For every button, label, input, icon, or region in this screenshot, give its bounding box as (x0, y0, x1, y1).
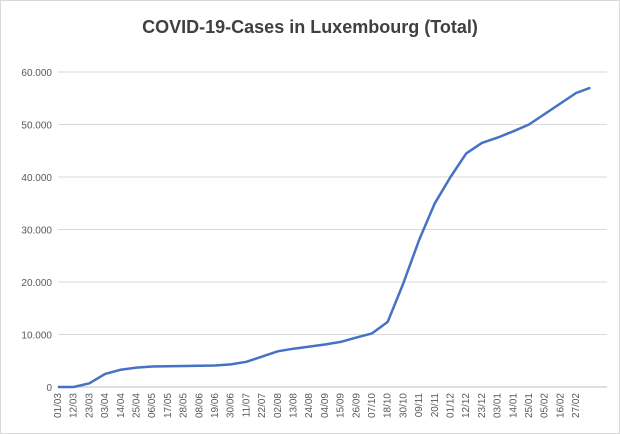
series-line (58, 86, 591, 389)
data-point (418, 239, 420, 241)
data-point (371, 332, 373, 334)
x-tick-label: 02/08 (273, 393, 284, 418)
data-point (465, 152, 467, 154)
data-point (261, 356, 263, 358)
x-tick-label: 23/03 (84, 393, 95, 418)
data-point (293, 348, 294, 350)
y-tick-label: 40.000 (21, 173, 52, 184)
x-tick-label: 24/08 (304, 393, 315, 418)
x-tick-label: 08/06 (194, 393, 205, 418)
x-tick-label: 16/02 (555, 393, 566, 418)
y-tick-label: 0 (46, 383, 52, 394)
data-point (120, 369, 122, 371)
data-point (340, 341, 342, 343)
x-tick-label: 11/07 (241, 393, 252, 418)
data-point (512, 130, 514, 132)
data-point (544, 113, 546, 115)
x-tick-label: 30/06 (226, 393, 237, 418)
x-tick-label: 05/02 (540, 393, 551, 418)
x-tick-label: 01/03 (53, 393, 64, 418)
data-point (559, 103, 561, 104)
x-tick-label: 25/01 (524, 393, 535, 418)
data-point (104, 373, 106, 375)
data-point (497, 137, 499, 139)
x-tick-label: 23/12 (477, 393, 488, 418)
x-tick-label: 12/12 (461, 393, 472, 418)
data-point (387, 321, 389, 323)
x-tick-label: 19/06 (210, 393, 221, 418)
data-point (277, 350, 279, 352)
x-tick-label: 12/03 (69, 393, 80, 418)
data-point (308, 346, 310, 348)
data-point (481, 142, 483, 144)
data-point (136, 367, 137, 369)
data-point (73, 386, 75, 388)
x-tick-label: 26/09 (351, 393, 362, 418)
x-tick-label: 22/07 (257, 393, 268, 418)
data-point (57, 386, 59, 388)
x-tick-label: 18/10 (383, 393, 394, 418)
x-tick-label: 09/11 (414, 393, 425, 418)
data-point (575, 92, 577, 94)
data-point (88, 382, 90, 384)
y-tick-label: 50.000 (21, 121, 52, 132)
x-tick-label: 27/02 (571, 393, 582, 418)
y-tick-label: 60.000 (21, 68, 52, 79)
data-point (245, 361, 247, 363)
x-tick-label: 03/04 (100, 393, 111, 418)
data-point (198, 365, 200, 367)
data-point (324, 343, 326, 345)
data-point (167, 365, 169, 367)
y-tick-label: 30.000 (21, 226, 52, 237)
chart-title: COVID-19-Cases in Luxembourg (Total) (142, 17, 478, 37)
x-tick-label: 25/04 (132, 393, 143, 418)
x-tick-label: 14/04 (116, 393, 127, 418)
data-point (450, 176, 451, 178)
x-tick-label: 15/09 (336, 393, 347, 418)
x-tick-label: 14/01 (508, 393, 519, 418)
data-point (402, 282, 404, 284)
data-point (151, 366, 153, 368)
x-tick-label: 30/10 (398, 393, 409, 418)
y-tick-label: 20.000 (21, 278, 52, 289)
data-point (214, 364, 216, 366)
y-tick-label: 10.000 (21, 331, 52, 342)
x-tick-label: 28/05 (179, 393, 190, 418)
x-tick-label: 07/10 (367, 393, 378, 418)
data-point (230, 363, 232, 365)
data-point (589, 87, 591, 89)
x-tick-label: 04/09 (320, 393, 331, 418)
x-tick-label: 06/05 (147, 393, 158, 418)
data-point (355, 337, 357, 339)
data-point (183, 365, 185, 367)
x-tick-label: 17/05 (163, 393, 174, 418)
x-tick-label: 13/08 (289, 393, 300, 418)
x-tick-label: 03/01 (493, 393, 504, 418)
data-point (434, 202, 436, 204)
x-tick-label: 20/11 (430, 393, 441, 418)
data-point (528, 124, 530, 125)
x-tick-label: 01/12 (446, 393, 457, 418)
